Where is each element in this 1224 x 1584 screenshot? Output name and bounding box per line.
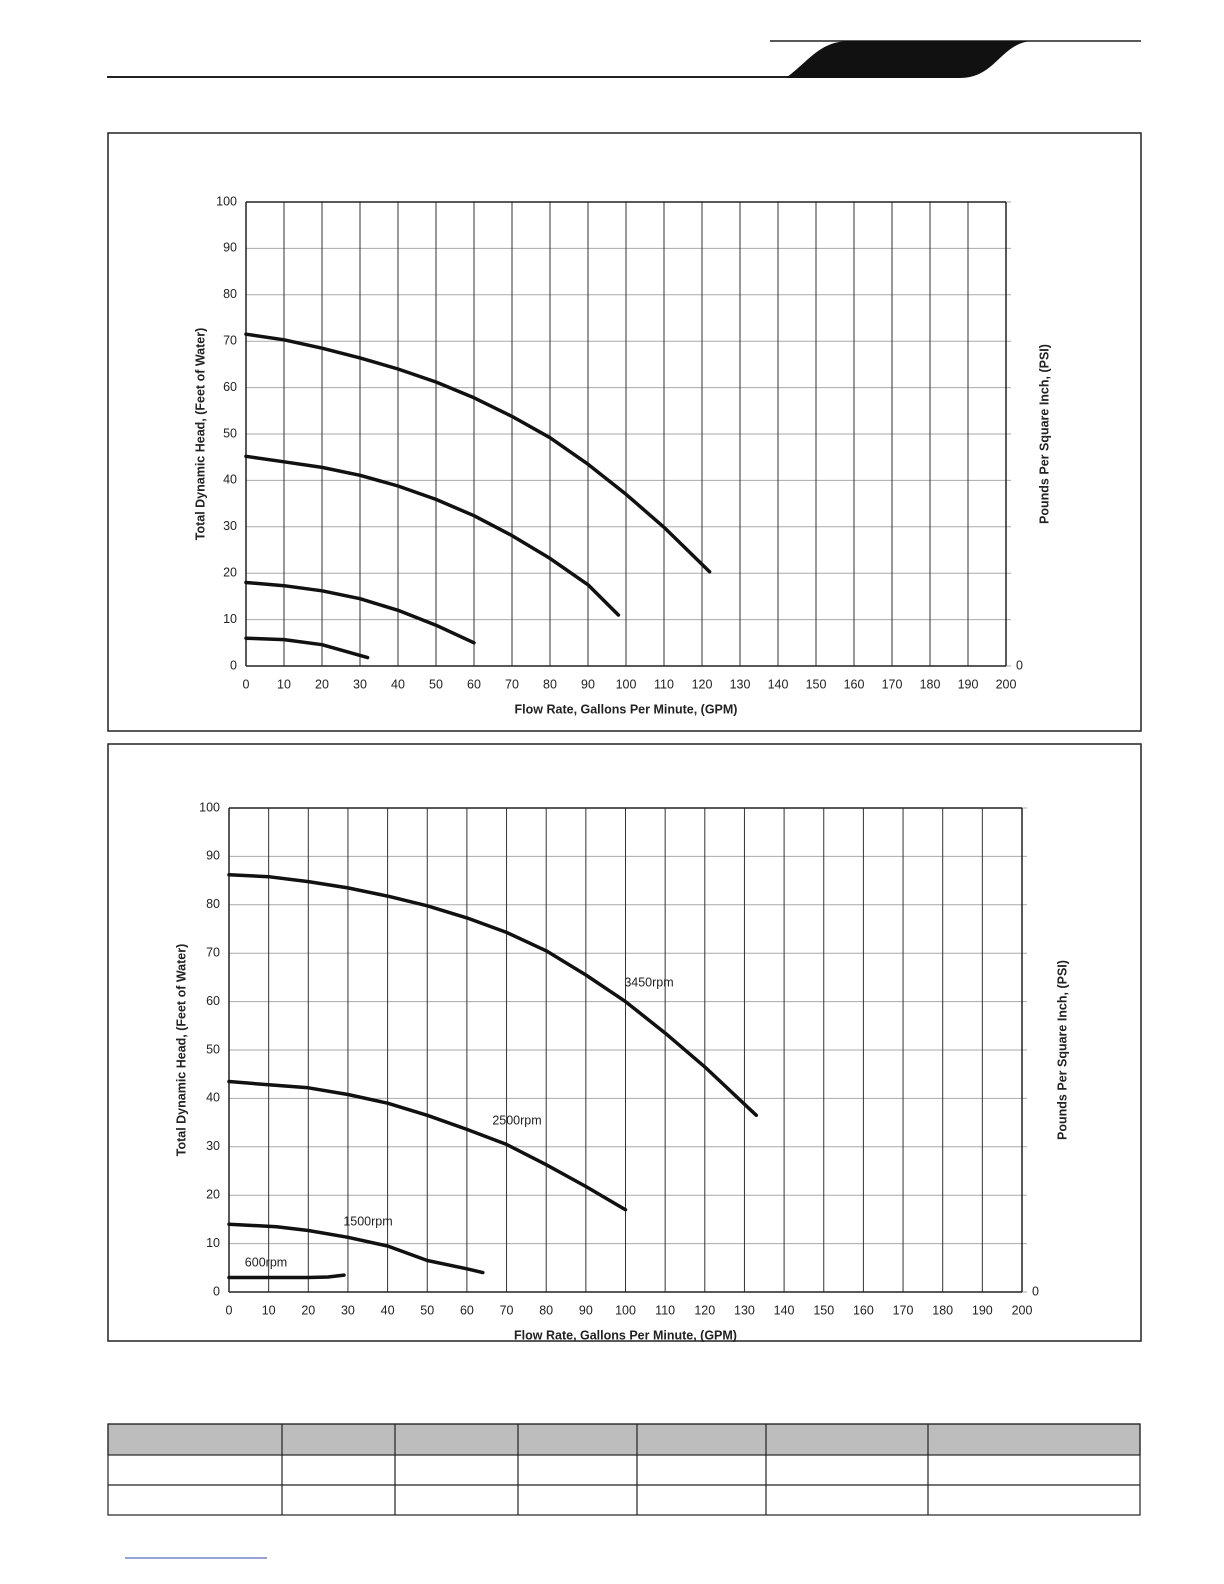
x-tick-label: 40	[381, 1303, 395, 1317]
y-tick-label: 0	[230, 658, 237, 672]
curve-label: 600rpm	[245, 1255, 287, 1269]
curve	[244, 580, 476, 645]
x-tick-label: 160	[844, 677, 865, 691]
y-tick-label: 30	[206, 1139, 220, 1153]
table-header	[107, 1423, 1141, 1456]
x-tick-label: 200	[996, 677, 1017, 691]
header-swoosh	[786, 41, 1030, 78]
y-tick-label: 40	[223, 473, 237, 487]
x-tick-label: 90	[581, 677, 595, 691]
x-tick-label: 40	[391, 677, 405, 691]
x-tick-label: 190	[972, 1303, 993, 1317]
x-tick-label: 20	[315, 677, 329, 691]
x-tick-label: 50	[420, 1303, 434, 1317]
x-tick-label: 150	[806, 677, 827, 691]
x-tick-label: 160	[853, 1303, 874, 1317]
x-tick-label: 180	[920, 677, 941, 691]
y-tick-label: 0	[213, 1284, 220, 1298]
y-axis-label: Total Dynamic Head, (Feet of Water)	[174, 944, 188, 1157]
chart-frame	[107, 743, 1142, 1342]
curve-label: 1500rpm	[343, 1214, 392, 1228]
x-axis-label: Flow Rate, Gallons Per Minute, (GPM)	[514, 1328, 737, 1342]
y2-axis-label: Pounds Per Square Inch, (PSI)	[1037, 344, 1051, 524]
y-tick-label: 90	[206, 849, 220, 863]
y-tick-label: 20	[223, 565, 237, 579]
x-tick-label: 60	[460, 1303, 474, 1317]
x-tick-label: 50	[429, 677, 443, 691]
x-tick-label: 170	[893, 1303, 914, 1317]
spec-table	[107, 1423, 1141, 1516]
y-axis-label: Total Dynamic Head, (Feet of Water)	[193, 328, 207, 541]
y-tick-label: 70	[223, 333, 237, 347]
x-tick-label: 170	[882, 677, 903, 691]
y-tick-label: 90	[223, 241, 237, 255]
y-tick-label: 60	[206, 994, 220, 1008]
y2-axis-label: Pounds Per Square Inch, (PSI)	[1055, 960, 1069, 1140]
x-tick-label: 20	[301, 1303, 315, 1317]
curve	[244, 332, 712, 574]
y-tick-label: 50	[206, 1042, 220, 1056]
x-tick-label: 150	[813, 1303, 834, 1317]
x-tick-label: 70	[500, 1303, 514, 1317]
x-tick-label: 80	[543, 677, 557, 691]
x-tick-label: 100	[616, 677, 637, 691]
y-tick-label: 100	[216, 194, 237, 208]
x-tick-label: 10	[262, 1303, 276, 1317]
y-tick-label: 80	[206, 897, 220, 911]
curve-label: 3450rpm	[624, 975, 673, 989]
x-tick-label: 70	[505, 677, 519, 691]
curve	[227, 1222, 485, 1275]
x-tick-label: 180	[932, 1303, 953, 1317]
y-tick-label: 50	[223, 426, 237, 440]
chart-frame	[107, 132, 1142, 732]
x-tick-label: 80	[539, 1303, 553, 1317]
x-tick-label: 30	[341, 1303, 355, 1317]
y2-tick-label: 0	[1032, 1284, 1039, 1298]
curve-label: 2500rpm	[492, 1113, 541, 1127]
x-tick-label: 130	[730, 677, 751, 691]
y-tick-label: 10	[206, 1236, 220, 1250]
x-tick-label: 110	[655, 1303, 675, 1317]
x-tick-label: 130	[734, 1303, 755, 1317]
x-tick-label: 120	[694, 1303, 715, 1317]
curve	[244, 454, 621, 617]
x-tick-label: 90	[579, 1303, 593, 1317]
y-tick-label: 70	[206, 945, 220, 959]
y-tick-label: 80	[223, 287, 237, 301]
x-tick-label: 140	[774, 1303, 795, 1317]
x-tick-label: 100	[615, 1303, 636, 1317]
y-tick-label: 100	[199, 800, 220, 814]
x-tick-label: 120	[692, 677, 713, 691]
x-tick-label: 190	[958, 677, 979, 691]
y-tick-label: 40	[206, 1091, 220, 1105]
x-tick-label: 10	[277, 677, 291, 691]
curve	[227, 1273, 346, 1280]
y-tick-label: 30	[223, 519, 237, 533]
x-tick-label: 110	[654, 677, 674, 691]
x-tick-label: 0	[226, 1303, 233, 1317]
y-tick-label: 60	[223, 380, 237, 394]
x-tick-label: 140	[768, 677, 789, 691]
y-tick-label: 10	[223, 612, 237, 626]
y2-tick-label: 0	[1016, 658, 1023, 672]
x-tick-label: 200	[1012, 1303, 1033, 1317]
curve	[227, 873, 759, 1118]
y-tick-label: 20	[206, 1187, 220, 1201]
curve	[244, 636, 370, 660]
x-tick-label: 60	[467, 677, 481, 691]
curve	[227, 1079, 628, 1212]
x-tick-label: 30	[353, 677, 367, 691]
table-border	[107, 1423, 1141, 1516]
x-axis-label: Flow Rate, Gallons Per Minute, (GPM)	[515, 702, 738, 716]
x-tick-label: 0	[243, 677, 250, 691]
